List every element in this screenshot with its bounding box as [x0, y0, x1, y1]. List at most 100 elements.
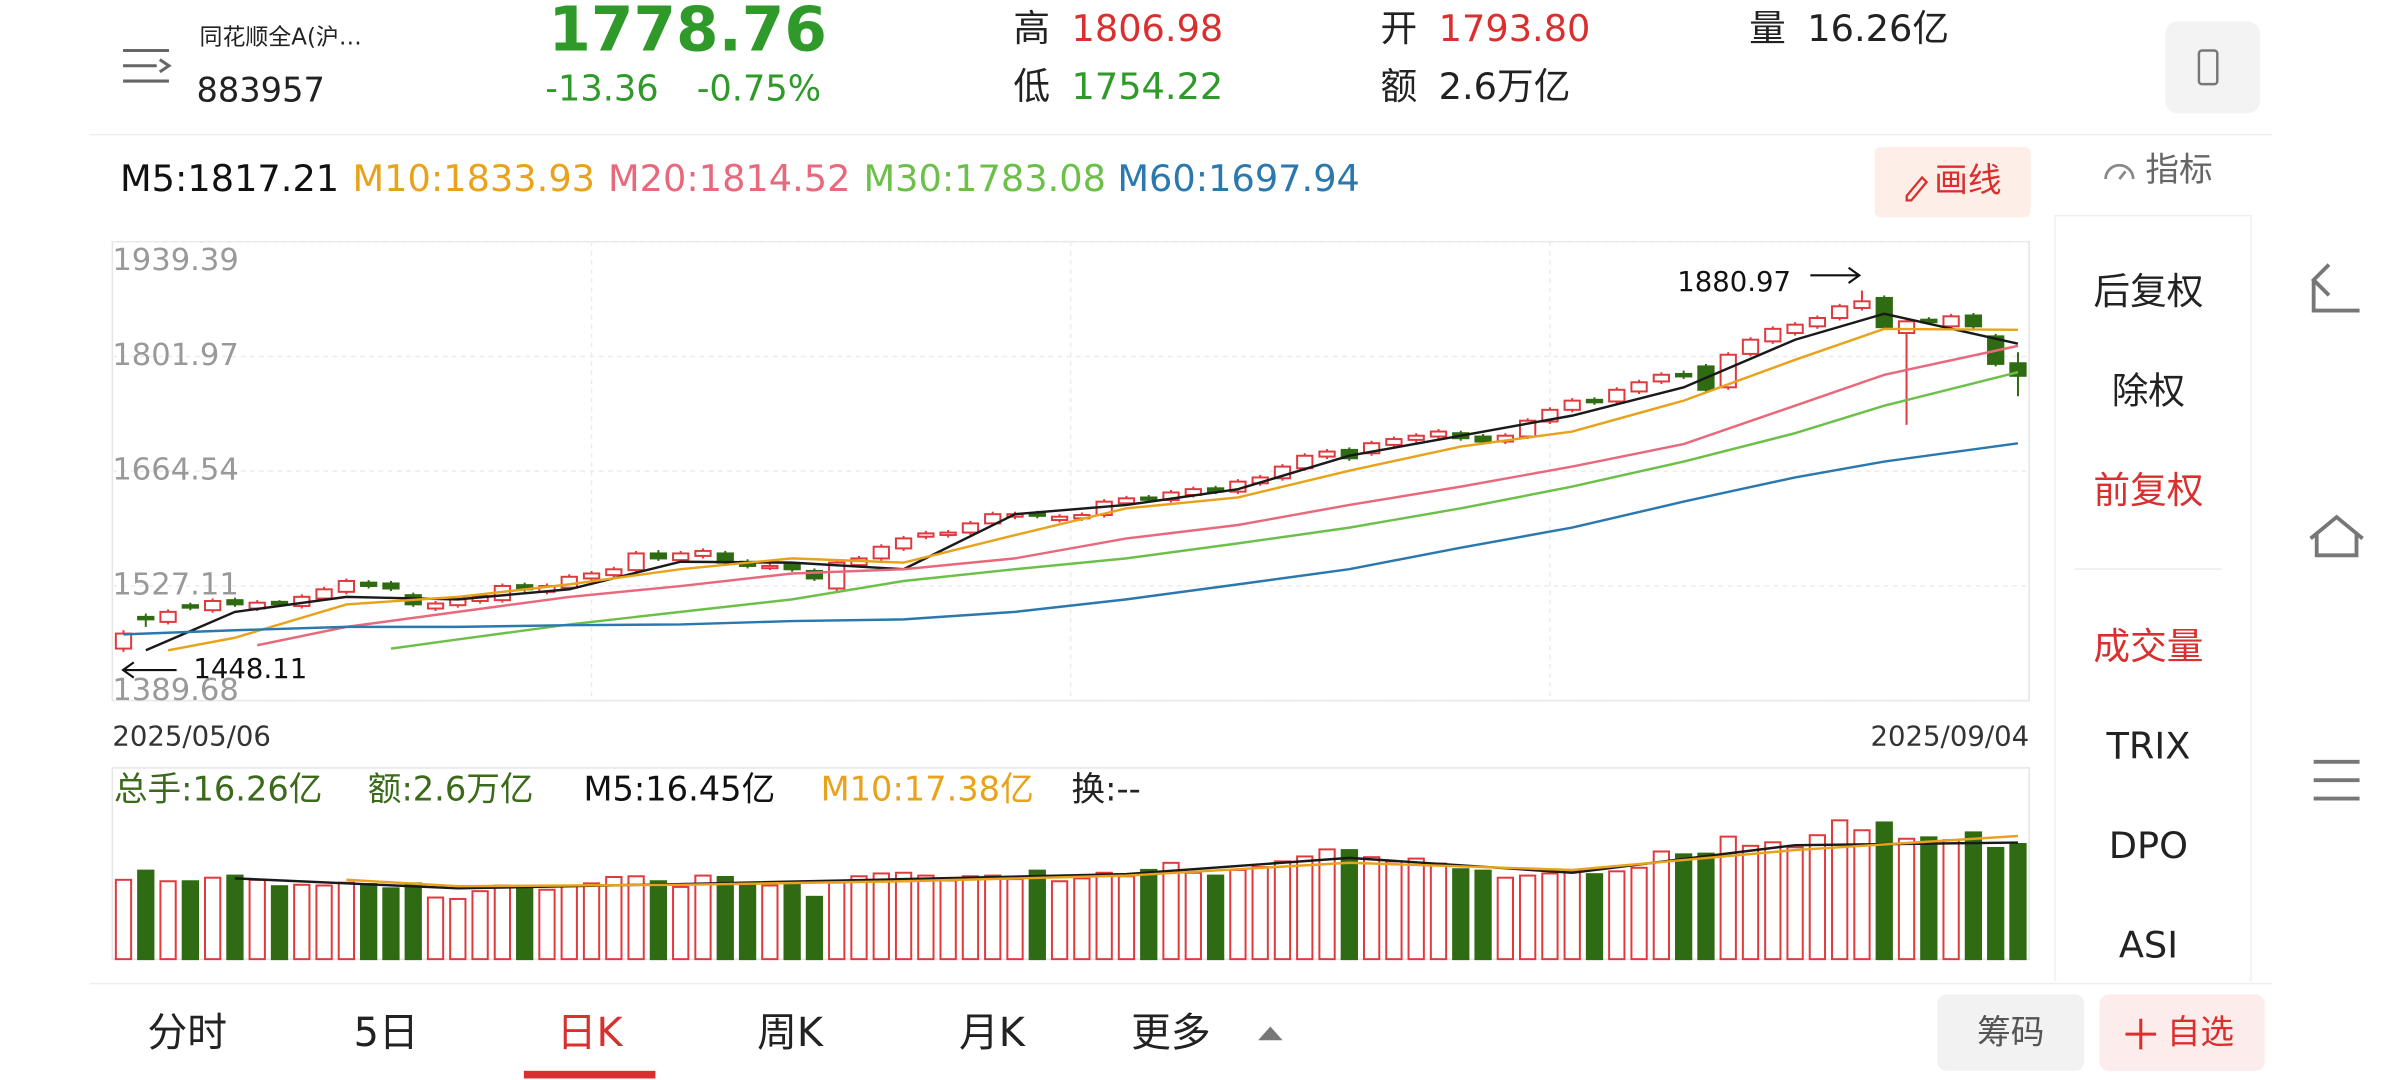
side-menu-item[interactable]: 除权 [2112, 370, 2185, 413]
candle-body [1563, 399, 1581, 411]
draw-button[interactable] [1874, 146, 2031, 218]
y-tick-label: 1389.68 [112, 673, 238, 708]
volume-bar [1452, 868, 1470, 961]
volume-bar [337, 881, 356, 961]
candle-body [270, 600, 289, 606]
side-menu-item[interactable]: ASI [2119, 923, 2178, 966]
y-tick-label: 1939.39 [112, 243, 238, 278]
stock-code: 883957 [196, 70, 324, 109]
volume-bar [1942, 839, 1960, 961]
volume-bar [1318, 848, 1336, 961]
volume-bar [894, 871, 913, 961]
ma-legend: M30:1783.08 [863, 157, 1106, 200]
volume-bar [1340, 849, 1358, 961]
volume-bar [315, 884, 333, 961]
volume-bar [1206, 874, 1225, 961]
volume-bar [1229, 868, 1247, 961]
tab[interactable]: 分时 [148, 1010, 228, 1056]
side-menu-item[interactable]: TRIX [2105, 725, 2190, 768]
chip[interactable]: 自选 [2167, 1013, 2234, 1052]
chip-bg[interactable] [2099, 994, 2265, 1071]
candle-body [1407, 434, 1425, 441]
ma-legend: M60:1697.94 [1117, 157, 1360, 200]
tab[interactable]: 日K [557, 1010, 624, 1056]
volume-bar [471, 890, 489, 961]
device-button[interactable] [2165, 21, 2261, 114]
volume-bar [516, 887, 534, 961]
candle-body [1652, 373, 1671, 383]
volume-bar [1630, 866, 1648, 961]
side-menu-item[interactable]: DPO [2109, 824, 2188, 867]
candle-body [961, 522, 980, 534]
volume-bar [716, 876, 734, 961]
volume-bar [137, 869, 155, 961]
draw-button-label[interactable]: 画线 [1934, 161, 2001, 200]
volume-bar [738, 883, 757, 961]
annotation-arrow [121, 661, 177, 679]
nav-home[interactable] [2309, 514, 2364, 558]
volume-bar [404, 882, 422, 961]
volume-bar [605, 876, 623, 961]
volume-bar [1407, 857, 1425, 961]
volume-bar [1251, 866, 1269, 961]
volume-bar [2009, 843, 2027, 961]
volume-bar [828, 881, 846, 961]
tab[interactable]: 周K [757, 1010, 824, 1056]
volume-bar [1652, 850, 1671, 961]
volume-bar [961, 875, 980, 961]
volume-bar [1140, 868, 1158, 961]
volume-bar [449, 897, 467, 961]
stat-value: 1806.98 [1072, 7, 1224, 50]
volume-bar [493, 884, 512, 961]
more-triangle [1258, 1026, 1283, 1041]
stat-label: 量 [1749, 7, 1786, 50]
volume-bar [1006, 878, 1024, 961]
candle-body [828, 561, 846, 590]
ma-legend: M20:1814.52 [608, 157, 851, 200]
menu-icon[interactable] [123, 48, 172, 83]
price-change: -13.36 [545, 68, 658, 109]
ma-line [167, 327, 2018, 652]
volume-bar [382, 887, 400, 961]
side-menu-item[interactable]: 前复权 [2093, 469, 2203, 512]
candle-body [1608, 388, 1626, 403]
volume-bar [1786, 846, 1804, 961]
candle-body [582, 572, 601, 580]
candle-body [1429, 430, 1448, 438]
candle-body [1474, 435, 1492, 443]
tab[interactable]: 月K [959, 1010, 1026, 1056]
volume-bar [1541, 872, 1559, 961]
candle-body [694, 549, 712, 557]
volume-bar [872, 872, 890, 961]
candle-body [1140, 496, 1158, 501]
candle-body [382, 582, 400, 590]
candle-body [761, 564, 779, 570]
tab-underline [523, 1070, 656, 1079]
side-menu-item[interactable]: 成交量 [2093, 625, 2203, 668]
volume-bar [1429, 862, 1448, 961]
volume-bar [293, 883, 311, 961]
volume-bar [114, 878, 133, 961]
side-menu-item[interactable]: 后复权 [2093, 270, 2203, 313]
volume-bar [1362, 856, 1381, 961]
volume-bar [1585, 873, 1604, 961]
nav-back[interactable] [2310, 263, 2360, 313]
ma-legend: M5:1817.21 [120, 157, 339, 200]
volume-bar [1050, 880, 1069, 961]
volume-bar [627, 875, 645, 961]
ma-legend: M10:1833.93 [353, 157, 596, 200]
volume-legend: M10:17.38亿 [821, 769, 1034, 808]
tab[interactable]: 更多 [1131, 1010, 1211, 1056]
volume-bar [1964, 831, 1983, 961]
volume-bar [1675, 853, 1693, 961]
volume-bar [1474, 869, 1492, 961]
volume-bar [1608, 870, 1626, 961]
nav-menu[interactable] [2313, 759, 2360, 801]
tab[interactable]: 5日 [354, 1010, 419, 1056]
chip[interactable]: 筹码 [1977, 1013, 2044, 1052]
candle-body [1385, 438, 1403, 446]
chip-bg[interactable] [1937, 994, 2085, 1071]
candle-body [872, 545, 890, 560]
indicator-button[interactable]: 指标 [2145, 150, 2212, 189]
